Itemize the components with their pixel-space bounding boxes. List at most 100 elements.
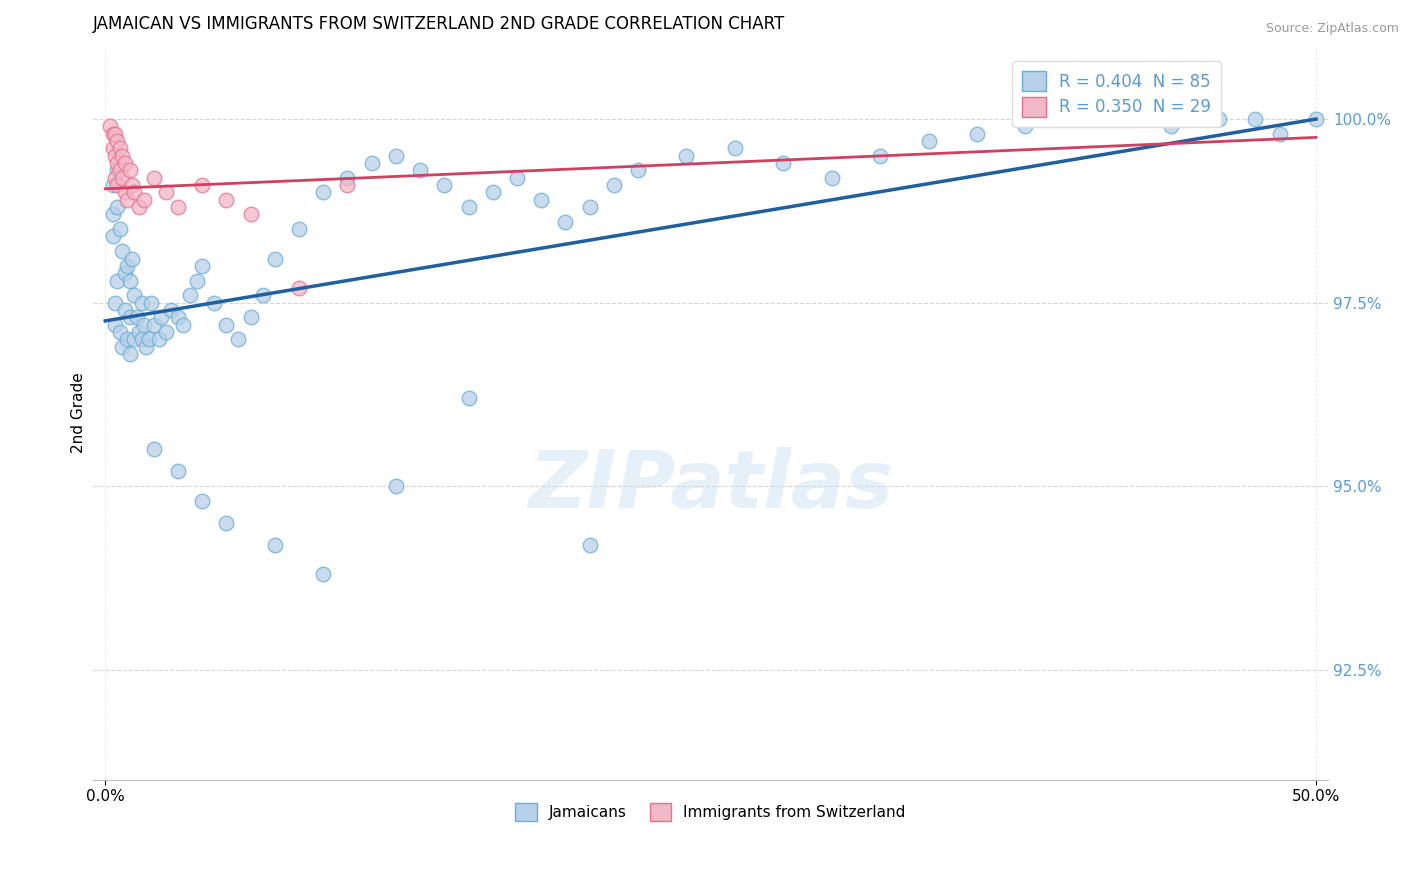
Point [215,193,238,207]
Point [104,318,127,332]
Point [186,273,208,287]
Point [481,186,503,200]
Point [101,127,124,141]
Y-axis label: 2nd Grade: 2nd Grade [72,372,86,453]
Point [101,207,124,221]
Point [105,200,128,214]
Point [724,141,747,155]
Point [202,295,225,310]
Point [105,163,128,178]
Point [148,332,170,346]
Point [172,318,194,332]
Point [578,200,600,214]
Point [239,207,262,221]
Point [101,141,124,155]
Point [101,178,124,193]
Point [360,156,382,170]
Point [111,244,134,259]
Point [167,464,190,478]
Point [966,127,988,141]
Point [104,170,127,185]
Point [115,332,138,346]
Point [101,229,124,244]
Point [128,200,150,214]
Point [118,163,141,178]
Point [115,193,138,207]
Point [108,325,131,339]
Text: Source: ZipAtlas.com: Source: ZipAtlas.com [1265,22,1399,36]
Point [385,149,408,163]
Point [506,170,529,185]
Point [131,295,153,310]
Point [125,310,148,325]
Point [457,391,479,405]
Point [228,332,250,346]
Legend: Jamaicans, Immigrants from Switzerland: Jamaicans, Immigrants from Switzerland [509,797,912,827]
Point [433,178,456,193]
Point [409,163,432,178]
Point [457,200,479,214]
Point [142,170,165,185]
Point [1063,112,1085,126]
Point [215,516,238,530]
Point [155,325,177,339]
Point [128,325,150,339]
Text: ZIPatlas: ZIPatlas [529,447,893,525]
Point [336,178,359,193]
Point [104,127,127,141]
Point [263,538,285,552]
Point [603,178,626,193]
Point [98,120,121,134]
Point [675,149,697,163]
Point [131,332,153,346]
Point [159,302,181,317]
Point [114,186,136,200]
Point [132,318,155,332]
Point [191,259,214,273]
Point [215,318,238,332]
Point [530,193,553,207]
Point [1014,120,1036,134]
Point [138,332,160,346]
Point [1268,127,1291,141]
Point [869,149,891,163]
Point [149,310,172,325]
Point [111,170,134,185]
Point [108,141,131,155]
Point [312,567,335,582]
Point [121,178,143,193]
Point [167,200,190,214]
Point [252,288,274,302]
Point [312,186,335,200]
Point [385,479,408,493]
Point [627,163,650,178]
Point [124,186,146,200]
Point [1208,112,1230,126]
Point [124,332,146,346]
Point [121,252,143,266]
Point [115,259,138,273]
Point [191,178,214,193]
Point [1111,112,1133,126]
Point [179,288,201,302]
Point [114,266,136,280]
Point [104,149,127,163]
Point [118,273,141,287]
Point [114,302,136,317]
Point [114,156,136,170]
Point [142,442,165,457]
Point [135,340,157,354]
Point [108,163,131,178]
Point [155,186,177,200]
Point [554,215,576,229]
Text: JAMAICAN VS IMMIGRANTS FROM SWITZERLAND 2ND GRADE CORRELATION CHART: JAMAICAN VS IMMIGRANTS FROM SWITZERLAND … [93,15,786,33]
Point [821,170,844,185]
Point [111,149,134,163]
Point [142,318,165,332]
Point [1305,112,1327,126]
Point [105,156,128,170]
Point [124,288,146,302]
Point [105,273,128,287]
Point [118,347,141,361]
Point [578,538,600,552]
